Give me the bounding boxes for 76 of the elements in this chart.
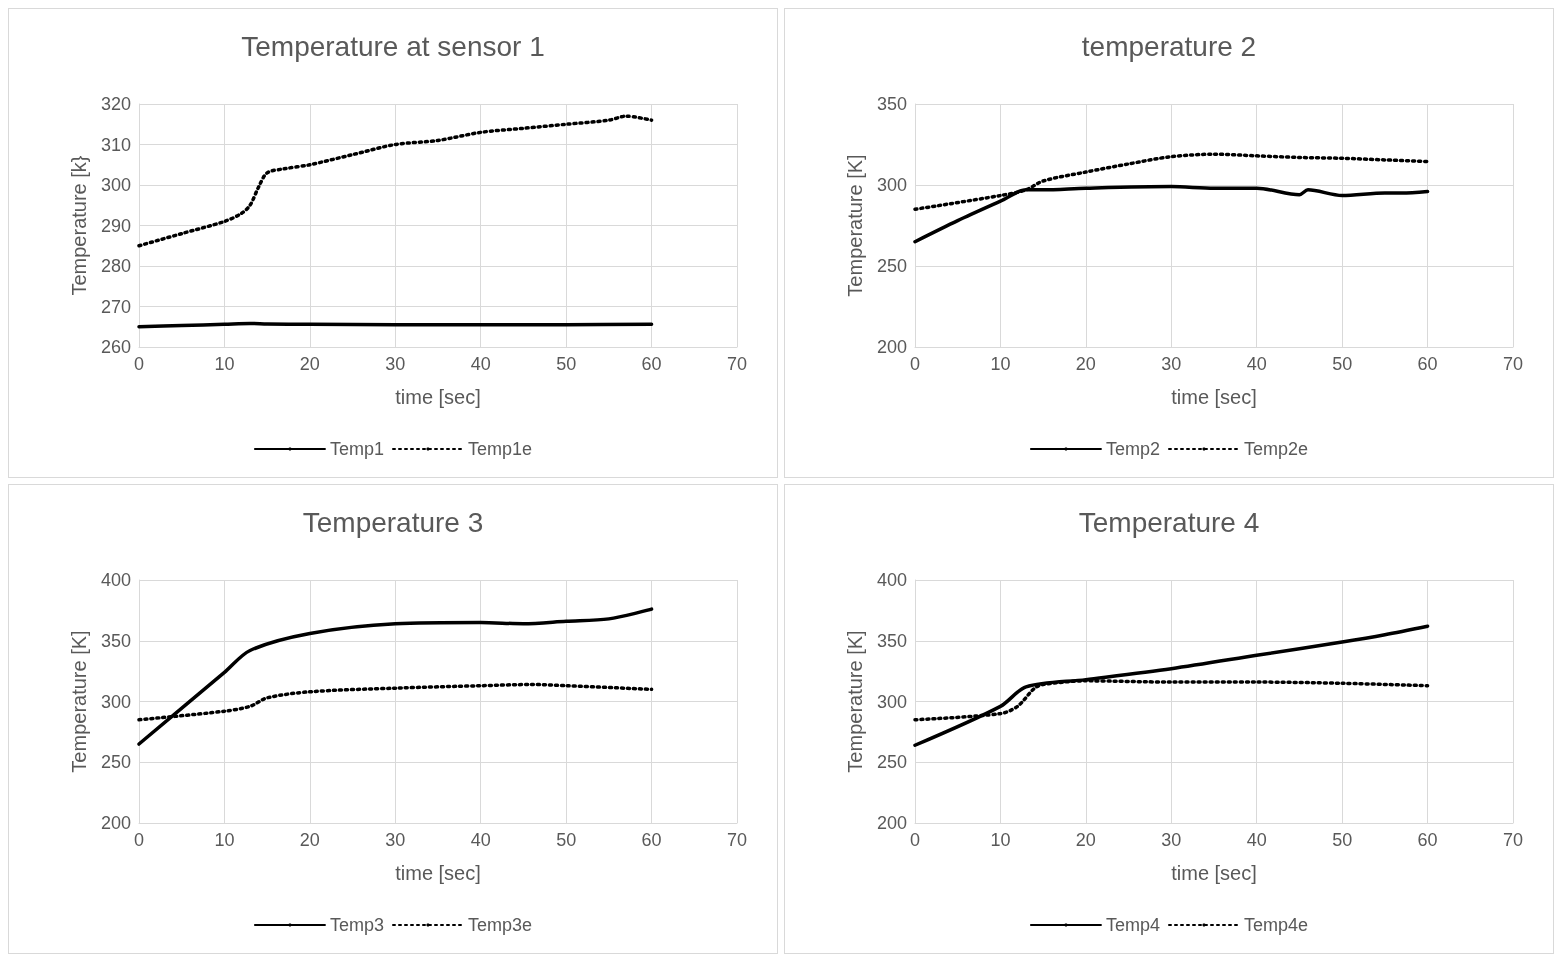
x-tick-label: 50 <box>556 354 577 374</box>
y-tick-label: 200 <box>876 337 907 357</box>
x-axis-title: time [sec] <box>1171 386 1257 408</box>
y-tick-label: 350 <box>876 630 907 651</box>
y-tick-label: 310 <box>100 134 131 155</box>
y-axis-title: Temperature [K] <box>68 630 90 773</box>
x-tick-label: 60 <box>641 354 662 374</box>
y-tick-label: 290 <box>100 215 131 236</box>
x-tick-label: 20 <box>299 354 320 374</box>
chart-title: Temperature 3 <box>302 506 484 538</box>
x-axis-title: time [sec] <box>395 386 481 408</box>
x-tick-label: 50 <box>556 830 577 850</box>
x-axis-title: time [sec] <box>395 862 481 884</box>
x-tick-label: 30 <box>385 830 406 850</box>
y-axis-title: Temperature [k} <box>68 155 90 296</box>
y-tick-label: 320 <box>100 94 131 114</box>
y-tick-label: 200 <box>100 813 131 833</box>
x-tick-label: 0 <box>909 830 921 850</box>
legend-label: Temp2 <box>1105 439 1160 459</box>
legend-label: Temp2e <box>1243 439 1309 459</box>
x-tick-label: 0 <box>133 830 145 850</box>
x-tick-label: 0 <box>133 354 145 374</box>
legend-label: Temp4e <box>1243 915 1309 935</box>
chart-title: Temperature 4 <box>1078 506 1260 538</box>
x-tick-label: 70 <box>1502 354 1524 374</box>
legend-label: Temp3e <box>467 915 533 935</box>
x-tick-label: 40 <box>1246 830 1267 850</box>
line-series <box>913 624 1430 747</box>
y-tick-label: 300 <box>100 175 131 195</box>
y-tick-label: 200 <box>876 813 907 833</box>
x-tick-label: 40 <box>470 354 491 374</box>
y-tick-label: 250 <box>876 256 907 276</box>
x-tick-label: 10 <box>214 354 235 374</box>
x-tick-label: 10 <box>990 830 1011 850</box>
x-tick-label: 10 <box>990 354 1011 374</box>
x-tick-label: 20 <box>299 830 320 850</box>
x-tick-label: 30 <box>1161 830 1182 850</box>
y-tick-label: 300 <box>876 691 907 712</box>
line-series <box>137 607 654 746</box>
y-tick-label: 350 <box>100 630 131 651</box>
y-tick-label: 250 <box>100 752 131 773</box>
x-tick-label: 20 <box>1075 354 1096 374</box>
y-tick-label: 260 <box>100 337 131 357</box>
x-tick-label: 50 <box>1332 830 1353 850</box>
y-tick-label: 400 <box>100 570 131 590</box>
legend-label: Temp3 <box>329 915 384 935</box>
y-tick-label: 250 <box>876 752 907 773</box>
legend-label: Temp1 <box>329 439 384 459</box>
x-tick-label: 30 <box>1161 354 1182 374</box>
y-tick-label: 300 <box>100 691 131 712</box>
x-tick-label: 60 <box>1417 830 1438 850</box>
x-tick-label: 10 <box>214 830 235 850</box>
x-axis-title: time [sec] <box>1171 862 1257 884</box>
y-axis-title: Temperature [K] <box>844 154 866 297</box>
x-tick-label: 50 <box>1332 354 1353 374</box>
x-tick-label: 70 <box>726 354 748 374</box>
x-tick-label: 70 <box>726 830 748 850</box>
x-tick-label: 40 <box>1246 354 1267 374</box>
chart-title: temperature 2 <box>1081 30 1257 62</box>
x-tick-label: 60 <box>641 830 662 850</box>
y-tick-label: 280 <box>100 256 131 276</box>
x-tick-label: 20 <box>1075 830 1096 850</box>
line-series <box>137 114 654 248</box>
chart-title: Temperature at sensor 1 <box>241 30 545 62</box>
x-tick-label: 40 <box>470 830 491 850</box>
y-axis-title: Temperature [K] <box>844 630 866 773</box>
legend-label: Temp4 <box>1105 915 1160 935</box>
x-tick-label: 30 <box>385 354 406 374</box>
y-tick-label: 300 <box>876 175 907 195</box>
y-tick-label: 400 <box>876 570 907 590</box>
x-tick-label: 60 <box>1417 354 1438 374</box>
legend-label: Temp1e <box>467 439 533 459</box>
y-tick-label: 270 <box>100 296 131 317</box>
x-tick-label: 70 <box>1502 830 1524 850</box>
x-tick-label: 0 <box>909 354 921 374</box>
y-tick-label: 350 <box>876 94 907 114</box>
